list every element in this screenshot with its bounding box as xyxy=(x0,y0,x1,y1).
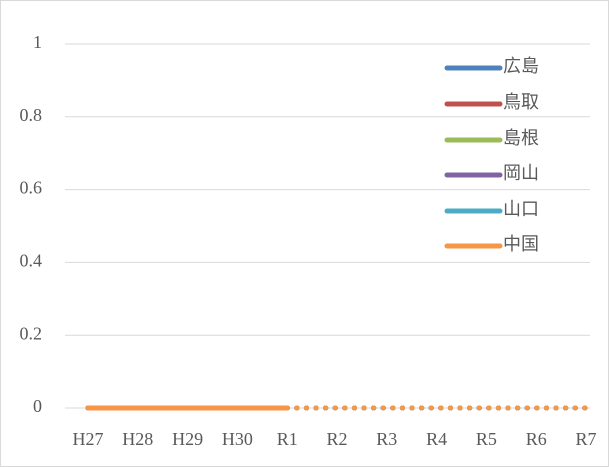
y-tick-label: 0.2 xyxy=(20,323,43,343)
x-tick-label: R2 xyxy=(326,429,347,449)
y-tick-label: 0.4 xyxy=(20,251,43,271)
legend-label: 山口 xyxy=(503,199,539,219)
x-tick-label: R1 xyxy=(277,429,298,449)
x-tick-label: H27 xyxy=(73,429,104,449)
y-tick-label: 0 xyxy=(33,396,42,416)
legend-label: 広島 xyxy=(503,56,539,76)
x-tick-label: H29 xyxy=(172,429,203,449)
x-tick-label: R5 xyxy=(476,429,497,449)
x-tick-label: R7 xyxy=(575,429,596,449)
x-tick-label: H30 xyxy=(222,429,253,449)
x-tick-label: R6 xyxy=(526,429,547,449)
legend-label: 岡山 xyxy=(503,163,539,183)
y-tick-label: 0.8 xyxy=(20,105,43,125)
x-tick-label: R4 xyxy=(426,429,447,449)
x-tick-label: R3 xyxy=(376,429,397,449)
legend-label: 中国 xyxy=(503,234,539,254)
legend-label: 島根 xyxy=(503,128,539,148)
y-tick-label: 0.6 xyxy=(20,178,43,198)
legend-label: 鳥取 xyxy=(503,92,539,112)
x-tick-label: H28 xyxy=(122,429,153,449)
y-tick-label: 1 xyxy=(33,32,42,52)
